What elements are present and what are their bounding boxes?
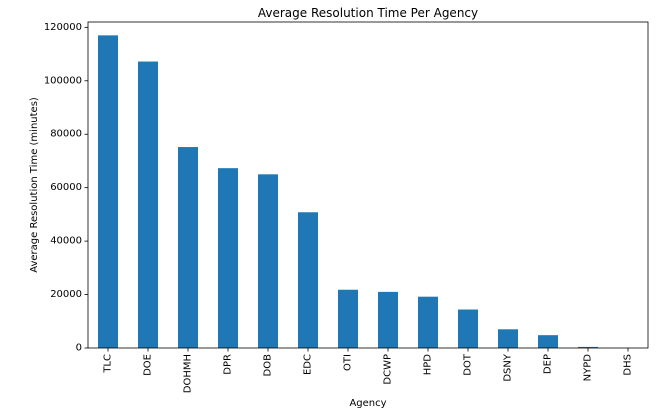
x-tick-label-dhs: DHS <box>623 354 634 376</box>
bars-group <box>98 35 598 348</box>
x-tick-label-dcwp: DCWP <box>383 354 394 385</box>
x-tick-label-dpr: DPR <box>223 354 234 375</box>
bar-oti <box>338 289 358 348</box>
bar-dcwp <box>378 291 398 348</box>
bar-dpr <box>218 168 238 348</box>
y-axis: 0 20000 40000 60000 80000 100000 120000 <box>44 22 88 354</box>
y-tick-label: 80000 <box>50 129 82 140</box>
y-tick-label: 120000 <box>44 22 82 33</box>
x-tick-label-hpd: HPD <box>423 354 434 376</box>
x-axis: TLC DOE DOHMH DPR DOB EDC OTI DCWP HPD DOT DSNY DEP… <box>103 348 634 393</box>
bar-tlc <box>98 35 118 348</box>
x-tick-label-doe: DOE <box>143 354 154 376</box>
bar-dot <box>458 309 478 348</box>
x-axis-label: Agency <box>349 398 386 409</box>
x-tick-label-dob: DOB <box>263 354 274 377</box>
bar-dob <box>258 174 278 348</box>
x-tick-label-dsny: DSNY <box>503 353 514 382</box>
bar-doe <box>138 61 158 348</box>
x-tick-label-nypd: NYPD <box>583 354 594 382</box>
y-axis-label: Average Resolution Time (minutes) <box>29 97 40 273</box>
bar-nypd <box>578 346 598 348</box>
bar-dep <box>538 335 558 348</box>
x-tick-label-oti: OTI <box>343 354 354 371</box>
chart-title: Average Resolution Time Per Agency <box>258 6 478 20</box>
y-tick-label: 60000 <box>50 182 82 193</box>
x-tick-label-dot: DOT <box>463 353 474 376</box>
y-tick-label: 100000 <box>44 75 82 86</box>
x-tick-label-dep: DEP <box>543 354 554 374</box>
x-tick-label-dohmh: DOHMH <box>183 354 194 393</box>
bar-dohmh <box>178 147 198 348</box>
y-tick-label: 20000 <box>50 289 82 300</box>
x-tick-label-edc: EDC <box>303 354 314 375</box>
x-tick-label-tlc: TLC <box>103 354 114 374</box>
y-tick-label: 40000 <box>50 236 82 247</box>
bar-edc <box>298 212 318 348</box>
bar-hpd <box>418 296 438 348</box>
y-tick-label: 0 <box>76 343 82 354</box>
bar-dsny <box>498 329 518 348</box>
plot-frame <box>87 21 649 349</box>
